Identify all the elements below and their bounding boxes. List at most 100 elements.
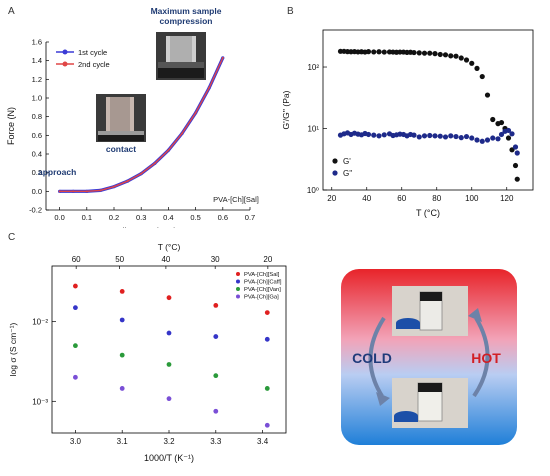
panel-letter-b: B — [287, 6, 294, 17]
y-tick-label: 0.2 — [32, 168, 42, 177]
y-tick-label: 10² — [307, 63, 319, 72]
legend-marker — [236, 287, 240, 291]
series-1-point — [505, 135, 512, 141]
x-tick-label: 0.6 — [218, 213, 228, 222]
max-compression-photo — [156, 32, 206, 80]
series-2-point — [505, 127, 512, 134]
series-2-point — [113, 185, 115, 188]
y-tick-label: 1.0 — [32, 94, 42, 103]
chart-a-legend: 1st cycle 2nd cycle — [56, 48, 110, 69]
chart-c-axes: 3.0 3.1 3.2 3.3 3.4 60 50 40 30 20 10⁻³ 10⁻² 1000/T … — [8, 242, 287, 463]
series-1-point — [512, 162, 519, 169]
x-tick-label: 40 — [362, 194, 371, 203]
series-1-point — [474, 65, 480, 71]
panel-letter-c: C — [8, 232, 15, 243]
max-compression-label-2: compression — [160, 16, 213, 26]
series-2-point — [416, 134, 422, 140]
series-2-point — [221, 56, 224, 59]
right-arrow-icon — [472, 316, 490, 398]
series-2-point — [72, 190, 75, 193]
series-2-point — [458, 135, 464, 141]
series-2-point — [85, 190, 88, 193]
y-tick-label: 1.2 — [32, 75, 42, 84]
legend-marker — [236, 272, 240, 276]
series-2-point — [432, 133, 438, 139]
series-2-point — [126, 180, 129, 183]
series-1-point — [509, 147, 515, 153]
series-2-point — [479, 138, 485, 144]
series-2-point — [490, 135, 496, 141]
x-tick-label: 0.5 — [190, 213, 200, 222]
series-2-point — [474, 137, 480, 143]
x2-tick-label: 50 — [115, 255, 124, 264]
x-axis-title: 1000/T (K⁻¹) — [144, 453, 194, 463]
panel-letter-a: A — [8, 6, 15, 17]
series-1-point — [432, 51, 438, 57]
series-3-point — [213, 373, 219, 379]
legend-label: 1st cycle — [78, 48, 107, 57]
series-2-point — [463, 133, 470, 140]
series-1-point — [448, 53, 454, 59]
y-tick-label: 0.4 — [32, 150, 42, 159]
x-tick-label: 3.3 — [210, 437, 222, 446]
x-tick-label: 3.4 — [257, 437, 269, 446]
series-2-point — [427, 132, 433, 139]
legend-label: G' — [343, 157, 351, 166]
cold-label: COLD — [352, 350, 392, 366]
y-tick-label: 10⁻³ — [32, 397, 48, 406]
legend-marker — [62, 49, 68, 55]
contact-photo — [96, 94, 146, 142]
x-tick-label: 0.1 — [82, 213, 92, 222]
series-1-point — [213, 303, 219, 308]
series-1-point — [498, 119, 505, 126]
modulus-temperature-chart: B 20 40 60 80 100 120 10⁰ 10¹ 10² T (°C) G'/G'' (P… — [281, 6, 534, 218]
left-arrow-icon — [368, 316, 386, 398]
bottom-vial-photo — [392, 378, 468, 428]
chart-a-series — [58, 56, 225, 193]
series-2-point — [213, 334, 219, 339]
series-1-point — [453, 53, 459, 59]
panel-b: B 20 40 60 80 100 120 10⁰ 10¹ 10² T (°C) G'/G'' (P… — [275, 0, 550, 228]
x2-tick-label: 30 — [211, 255, 220, 264]
series-1-point — [376, 49, 382, 55]
series-1-point — [371, 49, 377, 55]
x-tick-label: 60 — [397, 194, 406, 203]
legend-label: G'' — [343, 169, 353, 178]
y-axis-title: Force (N) — [6, 107, 16, 145]
x-tick-label: 0.0 — [54, 213, 64, 222]
series-1-point — [411, 49, 417, 56]
series-1-point — [381, 49, 387, 55]
series-2-point — [166, 330, 172, 336]
series-2-point — [512, 144, 519, 150]
series-4-point — [73, 374, 78, 380]
legend-marker — [236, 279, 240, 284]
thermo-graphic: COLD HOT — [341, 269, 517, 445]
legend-label: PVA-[Ch][Caff] — [244, 280, 282, 286]
series-2-point — [411, 132, 417, 138]
series-2-point — [371, 132, 377, 138]
series-2-point — [437, 133, 443, 139]
legend-label: PVA-[Ch][Ga] — [244, 295, 279, 301]
series-2-point — [365, 131, 372, 138]
x2-tick-label: 20 — [263, 255, 272, 264]
force-distance-chart: A 0.0 0.1 0.2 0.3 0.4 0.5 0.6 0.7 -0.2 0.0 0.2 0.4 0… — [6, 6, 259, 236]
series-2-point — [140, 172, 143, 175]
series-4-point — [213, 408, 219, 414]
series-2-point — [376, 133, 382, 139]
series-4-point — [166, 396, 172, 402]
plot-frame — [322, 29, 534, 191]
series-2-point — [498, 131, 505, 138]
series-2-point — [58, 190, 61, 193]
series-1-point — [427, 50, 433, 56]
series-2-point — [442, 134, 449, 140]
top-vial-photo — [392, 286, 468, 336]
legend-label: PVA-[Ch][Van] — [244, 287, 281, 293]
series-1-point — [264, 310, 270, 315]
chart-b-legend: G' G'' — [332, 157, 353, 178]
series-3-point — [73, 343, 78, 349]
legend-label: PVA-[Ch][Sal] — [244, 272, 280, 278]
series-2-point — [264, 336, 270, 342]
series-4-point — [264, 422, 270, 428]
chart-b-axes: 20 40 60 80 100 120 10⁰ 10¹ 10² T (°C) G'/G'' (Pa) — [281, 29, 534, 218]
series-1-point — [490, 116, 496, 123]
